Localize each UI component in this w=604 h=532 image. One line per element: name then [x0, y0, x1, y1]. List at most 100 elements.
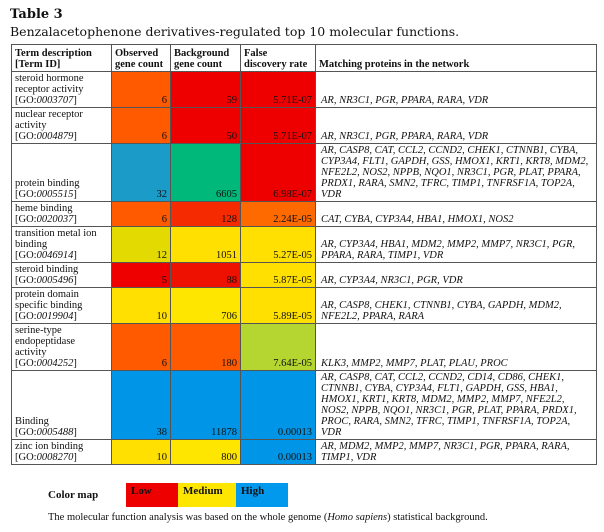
color-map-legend: Color map Low Medium High [48, 483, 597, 507]
term-cell: nuclear receptor activity [GO:0004879] [11, 107, 112, 144]
observed-count: 12 [111, 226, 171, 263]
term-id-prefix: [GO: [15, 189, 37, 200]
observed-count: 6 [111, 201, 171, 227]
background-count: 50 [170, 107, 241, 144]
observed-count: 6 [111, 323, 171, 371]
term-id-prefix: [GO: [15, 452, 37, 463]
caption-text: The molecular function analysis was base… [48, 512, 328, 523]
term-cell: Binding [GO:0005488] [11, 370, 112, 440]
term-cell: protein binding [GO:0005515] [11, 143, 112, 202]
false-discovery-rate: 7.64E-05 [240, 323, 316, 371]
term-id-prefix: [GO: [15, 95, 37, 106]
term-id: 0020037 [36, 214, 74, 225]
table-row: serine-type endopeptidase activity [GO:00… [11, 323, 597, 371]
matching-proteins: AR, CASP8, CAT, CCL2, CCND2, CD14, CD86,… [315, 370, 597, 440]
matching-proteins: KLK3, MMP2, MMP7, PLAT, PLAU, PROC [315, 323, 597, 371]
matching-proteins: AR, CYP3A4, NR3C1, PGR, VDR [315, 262, 597, 288]
header-proteins: Matching proteins in the network [315, 44, 597, 72]
legend-low: Low [126, 483, 178, 507]
table-title: Table 3 [10, 7, 63, 22]
header-term: Term description [Term ID] [11, 44, 112, 72]
false-discovery-rate: 2.24E-05 [240, 201, 316, 227]
molecular-functions-table: Term description [Term ID] Observed gene … [11, 44, 597, 465]
false-discovery-rate: 5.71E-07 [240, 71, 316, 108]
table-row: nuclear receptor activity [GO:0004879] 6 50… [11, 107, 597, 144]
term-description: Binding [15, 416, 49, 427]
legend-medium: Medium [178, 483, 236, 507]
false-discovery-rate: 5.71E-07 [240, 107, 316, 144]
table-row: Binding [GO:0005488] 38 11878 0.00013 AR, CAS… [11, 370, 597, 440]
false-discovery-rate: 6.98E-07 [240, 143, 316, 202]
term-id-prefix: [GO: [15, 131, 37, 142]
term-id-prefix: [GO: [15, 250, 37, 261]
table-row: steroid binding [GO:0005496] 5 88 5.87E-05 AR… [11, 262, 597, 288]
false-discovery-rate: 5.87E-05 [240, 262, 316, 288]
observed-count: 6 [111, 107, 171, 144]
observed-count: 5 [111, 262, 171, 288]
background-count: 11878 [170, 370, 241, 440]
term-id-prefix: [GO: [15, 214, 37, 225]
background-count: 128 [170, 201, 241, 227]
term-description: heme binding [15, 203, 73, 214]
term-id: 0003707 [36, 95, 74, 106]
observed-count: 32 [111, 143, 171, 202]
term-id: 0004252 [36, 358, 74, 369]
caption-species: Homo sapiens [327, 512, 388, 523]
term-id-prefix: [GO: [15, 275, 37, 286]
term-id: 0046914 [36, 250, 74, 261]
term-cell: transition metal ion binding [GO:0046914] [11, 226, 112, 263]
legend-swatches: Low Medium High [126, 483, 288, 507]
term-cell: protein domain specific binding [GO:00199… [11, 287, 112, 324]
term-description: zinc ion binding [15, 441, 84, 452]
header-background: Background gene count [170, 44, 241, 72]
term-id: 0019904 [36, 311, 74, 322]
false-discovery-rate: 0.00013 [240, 439, 316, 465]
table-row: steroid hormone receptor activity [GO:000… [11, 71, 597, 108]
term-description: protein binding [15, 178, 80, 189]
matching-proteins: AR, MDM2, MMP2, MMP7, NR3C1, PGR, PPARA,… [315, 439, 597, 465]
term-cell: serine-type endopeptidase activity [GO:00… [11, 323, 112, 371]
observed-count: 38 [111, 370, 171, 440]
term-description: nuclear receptor activity [15, 109, 83, 131]
observed-count: 6 [111, 71, 171, 108]
term-id-prefix: [GO: [15, 358, 37, 369]
term-description: steroid hormone receptor activity [15, 73, 84, 95]
background-count: 706 [170, 287, 241, 324]
term-id: 0008270 [36, 452, 74, 463]
background-count: 6605 [170, 143, 241, 202]
table-subtitle: Benzalacetophenone derivatives-regulated… [10, 24, 460, 39]
table-row: protein binding [GO:0005515] 32 6605 6.98E-0… [11, 143, 597, 202]
term-id: 0005496 [36, 275, 74, 286]
background-count: 1051 [170, 226, 241, 263]
background-count: 180 [170, 323, 241, 371]
false-discovery-rate: 0.00013 [240, 370, 316, 440]
false-discovery-rate: 5.89E-05 [240, 287, 316, 324]
background-count: 800 [170, 439, 241, 465]
caption-text-end: ) statistical background. [387, 512, 488, 523]
matching-proteins: CAT, CYBA, CYP3A4, HBA1, HMOX1, NOS2 [315, 201, 597, 227]
observed-count: 10 [111, 287, 171, 324]
matching-proteins: AR, NR3C1, PGR, PPARA, RARA, VDR [315, 107, 597, 144]
term-description: steroid binding [15, 264, 79, 275]
legend-high: High [236, 483, 288, 507]
term-description: transition metal ion binding [15, 228, 97, 250]
background-count: 88 [170, 262, 241, 288]
table-row: heme binding [GO:0020037] 6 128 2.24E-05 CAT,… [11, 201, 597, 227]
legend-label: Color map [48, 489, 99, 501]
background-count: 59 [170, 71, 241, 108]
term-id: 0005515 [36, 189, 74, 200]
table-row: transition metal ion binding [GO:0046914]… [11, 226, 597, 263]
term-cell: heme binding [GO:0020037] [11, 201, 112, 227]
term-cell: steroid binding [GO:0005496] [11, 262, 112, 288]
false-discovery-rate: 5.27E-05 [240, 226, 316, 263]
header-observed: Observed gene count [111, 44, 171, 72]
term-id-prefix: [GO: [15, 427, 37, 438]
term-id: 0005488 [36, 427, 74, 438]
header-fdr: False discovery rate [240, 44, 316, 72]
term-id: 0004879 [36, 131, 74, 142]
matching-proteins: AR, NR3C1, PGR, PPARA, RARA, VDR [315, 71, 597, 108]
term-description: serine-type endopeptidase activity [15, 325, 76, 358]
matching-proteins: AR, CASP8, CAT, CCL2, CCND2, CHEK1, CTNN… [315, 143, 597, 202]
table-row: protein domain specific binding [GO:00199… [11, 287, 597, 324]
